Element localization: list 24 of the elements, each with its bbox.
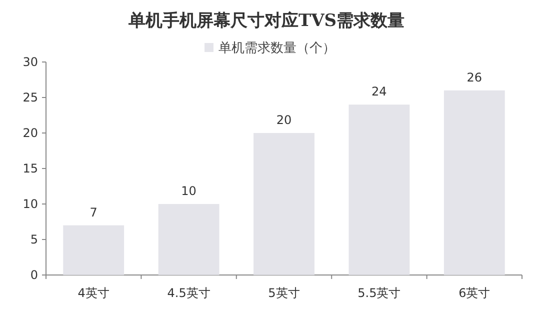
data-label: 7	[90, 205, 98, 220]
x-tick-label: 5.5英寸	[358, 286, 401, 300]
x-tick-label: 4英寸	[78, 286, 110, 300]
y-tick-label: 15	[22, 162, 38, 176]
bar	[158, 204, 220, 275]
y-tick-label: 5	[30, 232, 38, 246]
data-label: 26	[466, 70, 482, 84]
data-label: 24	[372, 84, 387, 99]
x-tick-label: 5英寸	[268, 286, 300, 300]
bar	[444, 90, 505, 275]
bar	[63, 225, 124, 275]
bar	[254, 133, 314, 275]
data-label: 20	[276, 113, 292, 127]
y-tick-label: 20	[22, 126, 38, 140]
y-tick-label: 10	[22, 197, 38, 211]
y-tick-label: 25	[22, 90, 38, 104]
x-tick-label: 6英寸	[458, 286, 490, 300]
chart-title: 单机手机屏幕尺寸对应TVS需求数量	[127, 11, 405, 31]
legend-label: 单机需求数量（个）	[218, 41, 336, 56]
y-tick-label: 0	[30, 268, 38, 282]
y-tick-label: 30	[22, 55, 38, 69]
data-label: 10	[181, 184, 196, 198]
bar	[348, 104, 410, 275]
x-tick-label: 4.5英寸	[167, 286, 210, 300]
